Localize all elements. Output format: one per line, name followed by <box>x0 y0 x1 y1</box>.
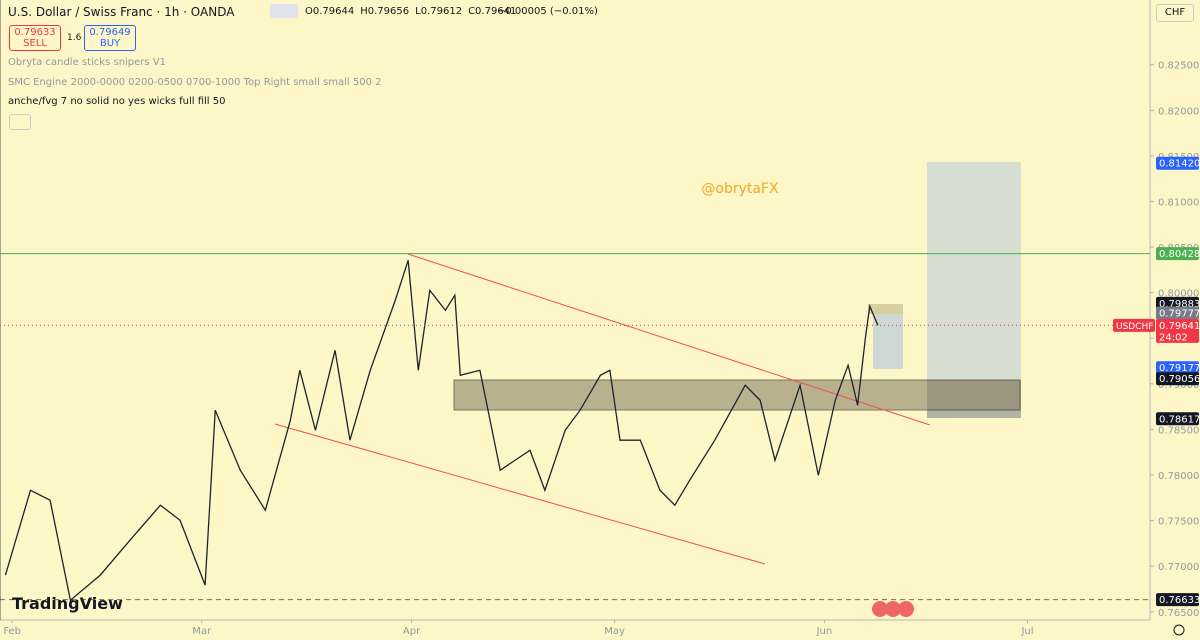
price-line <box>4 260 879 602</box>
price-label: 0.81420 <box>1159 159 1200 170</box>
position-box <box>868 304 903 314</box>
supply-demand-zone <box>453 379 1021 411</box>
x-tick-label: Mar <box>192 626 212 637</box>
indicator[interactable]: Obryta candle sticks snipers V1 <box>8 57 167 68</box>
watermark: @obrytaFX <box>701 181 779 197</box>
trend-line <box>407 253 931 426</box>
price-label: 0.76633 <box>1159 595 1200 606</box>
target-zone <box>927 162 1021 418</box>
y-tick-label: 0.77500 <box>1158 517 1199 528</box>
price-label: 0.79056 <box>1159 374 1200 385</box>
y-tick-label: 0.80000 <box>1158 289 1199 300</box>
price-label-box <box>1156 247 1199 261</box>
price-label-box <box>1156 156 1199 170</box>
ohlc-value: 0.79612 <box>420 6 463 17</box>
countdown: 24:02 <box>1159 332 1188 343</box>
status-icons <box>270 4 298 18</box>
sell-label: SELL <box>23 38 47 49</box>
y-tick-label: 0.82000 <box>1158 106 1199 117</box>
change: −0.00005 (−0.01%) <box>497 6 598 17</box>
ohlc-value: 0.79644 <box>312 6 355 17</box>
price-label: 0.79777 <box>1159 309 1200 320</box>
price-label-box <box>1156 361 1199 375</box>
sell-price: 0.79633 <box>14 27 56 38</box>
x-tick-label: Feb <box>3 626 21 637</box>
y-tick-label: 0.81000 <box>1158 198 1199 209</box>
ohlc-key: H <box>360 6 368 17</box>
buy-label: BUY <box>99 38 121 49</box>
price-label-box <box>1156 318 1199 343</box>
buy-button[interactable]: 0.79649 BUY <box>84 25 136 51</box>
y-tick-label: 0.79000 <box>1158 380 1199 391</box>
y-tick-label: 0.78000 <box>1158 471 1199 482</box>
x-tick-label: May <box>604 626 625 637</box>
currency[interactable]: CHF <box>1156 4 1194 22</box>
price-label-box <box>1156 412 1199 426</box>
event-icon <box>885 601 901 617</box>
x-tick-label: Apr <box>403 626 421 637</box>
x-tick-label: Jun <box>816 626 833 637</box>
indicator[interactable]: anche/fvg 7 no solid no yes wicks full f… <box>8 96 226 107</box>
spread: 1.6 <box>67 33 82 43</box>
y-tick-label: 0.76500 <box>1158 608 1199 619</box>
price-label: 0.80428 <box>1159 249 1200 260</box>
ohlc-key: L <box>415 6 421 17</box>
price-label: 0.79177 <box>1159 363 1200 374</box>
symbol-tag <box>1113 318 1155 332</box>
trend-line <box>274 423 766 565</box>
buy-price: 0.79649 <box>89 27 131 38</box>
price-label-box <box>1156 306 1199 320</box>
price-label: 0.79641 <box>1159 321 1200 332</box>
ohlc-value: 0.79656 <box>367 6 410 17</box>
position-box <box>873 314 903 369</box>
settings-icon[interactable] <box>1173 624 1185 636</box>
collapse-button[interactable] <box>9 114 31 130</box>
sell-button[interactable]: 0.79633 SELL <box>9 25 61 51</box>
indicator[interactable]: SMC Engine 2000-0000 0200-0500 0700-1000… <box>8 77 382 88</box>
event-icon <box>872 601 888 617</box>
ohlc-value: 0.79641 <box>475 6 517 17</box>
ohlc-key: C <box>468 6 476 17</box>
x-tick-label: Jul <box>1020 626 1033 637</box>
price-label-box <box>1156 372 1199 386</box>
symbol-tag-label: USDCHF <box>1116 322 1153 332</box>
price-label: 0.79883 <box>1159 299 1200 310</box>
price-label: 0.78617 <box>1159 414 1200 425</box>
brand: TradingView <box>12 594 123 613</box>
y-tick-label: 0.78500 <box>1158 425 1199 436</box>
y-tick-label: 0.82500 <box>1158 61 1199 72</box>
price-label-box <box>1156 593 1199 607</box>
event-icon <box>898 601 914 617</box>
y-tick-label: 0.77000 <box>1158 562 1199 573</box>
ohlc-key: O <box>305 6 313 17</box>
ohlc: O0.79644 H0.79656 L0.79612 C0.79641 <box>305 6 522 17</box>
symbol[interactable]: U.S. Dollar / Swiss Franc · 1h · OANDA <box>8 5 235 19</box>
